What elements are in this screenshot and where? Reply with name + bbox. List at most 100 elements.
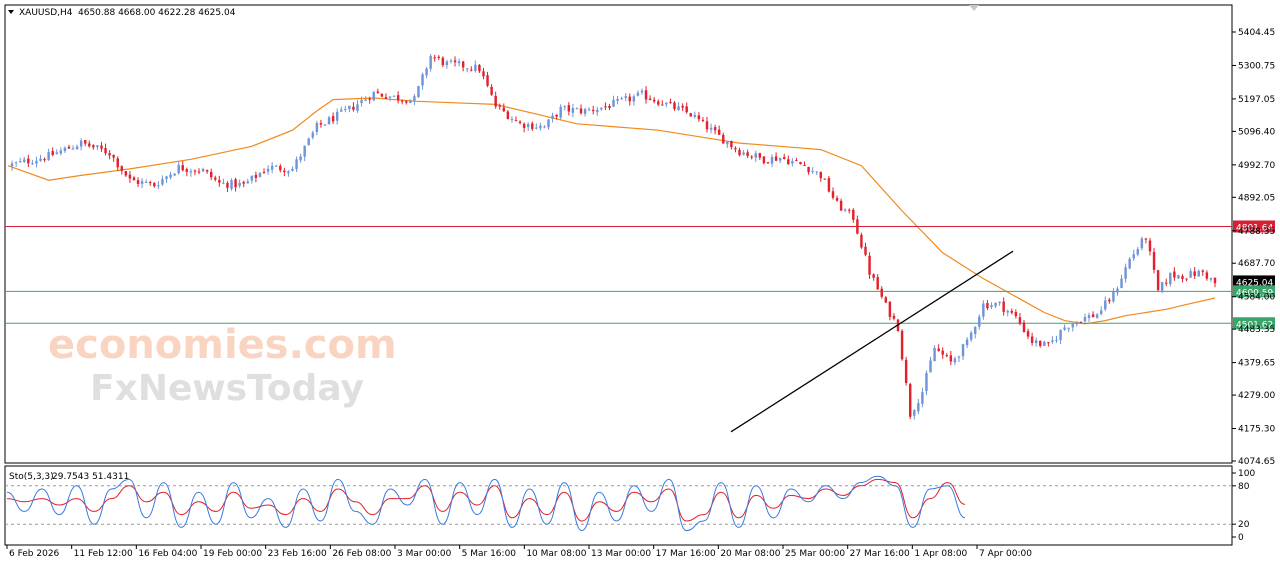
candle-body	[1193, 271, 1196, 276]
candle	[344, 105, 347, 113]
candle	[1132, 249, 1135, 262]
candle	[579, 104, 583, 115]
candle	[604, 102, 607, 111]
candle-body	[949, 355, 953, 362]
candle	[1018, 313, 1022, 326]
candle	[1095, 313, 1099, 319]
candle-body	[23, 159, 26, 162]
candle-body	[518, 121, 522, 123]
candle	[1051, 336, 1054, 344]
candle	[908, 382, 912, 420]
chart-shift-marker[interactable]	[969, 5, 979, 11]
level-tag-text: 4501.62	[1236, 320, 1273, 330]
candle-body	[579, 108, 583, 114]
candle-body	[506, 111, 510, 120]
candle-body	[437, 56, 441, 58]
candle-body	[197, 171, 201, 173]
candle	[100, 141, 103, 152]
candle	[201, 167, 205, 172]
candle-body	[319, 123, 323, 125]
candle	[807, 166, 810, 175]
candle-body	[750, 156, 753, 158]
candle-body	[1108, 299, 1111, 302]
candle-body	[1071, 323, 1074, 328]
candle	[998, 301, 1001, 306]
candle	[417, 85, 420, 99]
candle	[644, 86, 648, 104]
candle	[352, 102, 355, 112]
candle-body	[673, 102, 676, 109]
candle-body	[1144, 238, 1148, 240]
candle-body	[852, 209, 855, 220]
candle	[730, 140, 733, 150]
candle	[457, 58, 461, 67]
candle-body	[214, 177, 217, 180]
candle	[632, 94, 636, 106]
candle-body	[1177, 275, 1180, 279]
candle	[157, 180, 160, 190]
symbol-dropdown-icon[interactable]	[8, 10, 14, 14]
candle	[522, 122, 526, 133]
candle	[1104, 296, 1107, 312]
candle-body	[39, 158, 42, 161]
candle	[921, 387, 924, 408]
candle	[969, 330, 973, 343]
candle-body	[327, 117, 331, 125]
candle-body	[1205, 272, 1209, 279]
candle	[112, 154, 115, 162]
candle	[474, 60, 477, 73]
candle	[750, 155, 753, 160]
candle	[63, 146, 67, 153]
candle-body	[746, 152, 749, 156]
candle-body	[567, 105, 571, 112]
candle	[372, 91, 375, 101]
candle-body	[839, 200, 843, 211]
candle-body	[417, 86, 420, 98]
candle	[892, 313, 896, 321]
candle-body	[291, 168, 294, 171]
candle-body	[55, 152, 58, 155]
candle	[234, 177, 237, 192]
candle-body	[1213, 277, 1217, 284]
candle-body	[470, 69, 473, 71]
candle-body	[994, 303, 997, 307]
candle	[1030, 332, 1034, 346]
ascending-trendline[interactable]	[730, 250, 1014, 433]
candle-body	[254, 174, 258, 178]
candle	[583, 107, 587, 117]
candle	[978, 314, 981, 330]
candle-body	[1091, 314, 1095, 318]
candle-body	[758, 153, 762, 158]
candle	[852, 208, 855, 223]
candle-body	[1002, 301, 1005, 312]
candle-body	[665, 102, 668, 105]
candle-body	[270, 165, 274, 170]
candle	[827, 176, 831, 193]
level-tag-4501.62	[1233, 317, 1275, 330]
candle-body	[685, 106, 688, 113]
candle-body	[205, 170, 209, 172]
candle	[470, 66, 473, 72]
candle	[543, 125, 546, 129]
price-pane[interactable]	[4, 4, 1233, 464]
candle-body	[900, 330, 904, 360]
candle-body	[815, 171, 818, 173]
candle-body	[1055, 339, 1058, 341]
candle-body	[717, 129, 721, 135]
candle-body	[230, 180, 233, 190]
candle-body	[965, 339, 969, 346]
candle	[437, 55, 441, 61]
candle-body	[1018, 317, 1022, 324]
candle	[689, 112, 692, 117]
candle-body	[116, 158, 119, 168]
candle	[331, 112, 335, 125]
candle	[701, 117, 705, 123]
candle-body	[652, 99, 656, 102]
candle	[214, 175, 217, 182]
oscillator-pane[interactable]	[4, 465, 1233, 546]
candle-body	[27, 158, 30, 164]
candle	[27, 154, 30, 168]
candle	[230, 178, 233, 191]
